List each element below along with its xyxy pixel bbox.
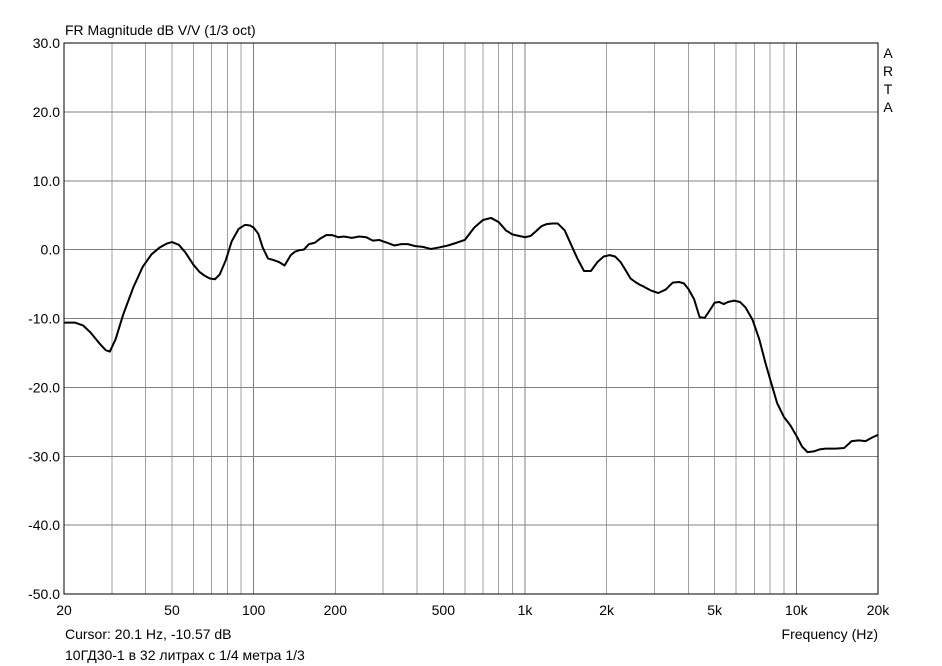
brand-letter: A (883, 45, 893, 61)
grid (64, 43, 878, 594)
x-tick-label: 200 (324, 602, 348, 618)
cursor-readout: Cursor: 20.1 Hz, -10.57 dB (65, 626, 232, 642)
y-tick-label: -20.0 (28, 379, 60, 395)
x-tick-label: 5k (707, 602, 723, 618)
y-tick-label: 10.0 (33, 173, 60, 189)
brand-letter: R (883, 63, 894, 79)
brand-letter: T (883, 81, 893, 97)
chart-title: FR Magnitude dB V/V (1/3 oct) (65, 22, 256, 38)
brand-letter: A (883, 99, 893, 115)
y-tick-label: -50.0 (28, 586, 60, 602)
axis-ticks: 30.0 20.0 10.0 0.0 -10.0 -20.0 -30.0 -40.0 -50.0… (28, 35, 890, 618)
y-tick-label: 0.0 (41, 242, 61, 258)
frequency-response-line (64, 216, 879, 454)
y-tick-label: -30.0 (28, 448, 60, 464)
plot-frame (63, 42, 879, 595)
measurement-caption: 10ГД30-1 в 32 литрах с 1/4 метра 1/3 (65, 647, 305, 663)
y-tick-label: -40.0 (28, 517, 60, 533)
x-tick-label: 1k (518, 602, 534, 618)
x-tick-label: 50 (164, 602, 180, 618)
x-tick-label: 500 (432, 602, 456, 618)
x-tick-label: 20 (56, 602, 72, 618)
x-tick-label: 20k (867, 602, 891, 618)
x-tick-label: 2k (599, 602, 615, 618)
x-axis-label: Frequency (Hz) (781, 626, 878, 642)
brand-vertical-label: A R T A (883, 44, 893, 116)
y-tick-label: 30.0 (33, 35, 60, 51)
x-tick-label: 10k (785, 602, 809, 618)
x-tick-label: 100 (242, 602, 266, 618)
y-tick-label: -10.0 (28, 311, 60, 327)
y-tick-label: 20.0 (33, 104, 60, 120)
